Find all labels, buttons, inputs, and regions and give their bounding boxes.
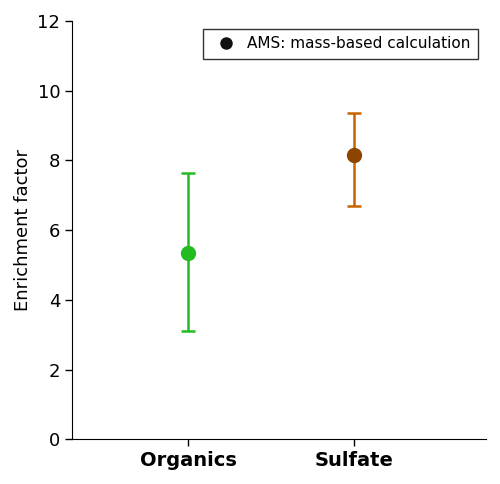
Y-axis label: Enrichment factor: Enrichment factor bbox=[14, 149, 32, 311]
Legend: AMS: mass-based calculation: AMS: mass-based calculation bbox=[203, 29, 478, 59]
